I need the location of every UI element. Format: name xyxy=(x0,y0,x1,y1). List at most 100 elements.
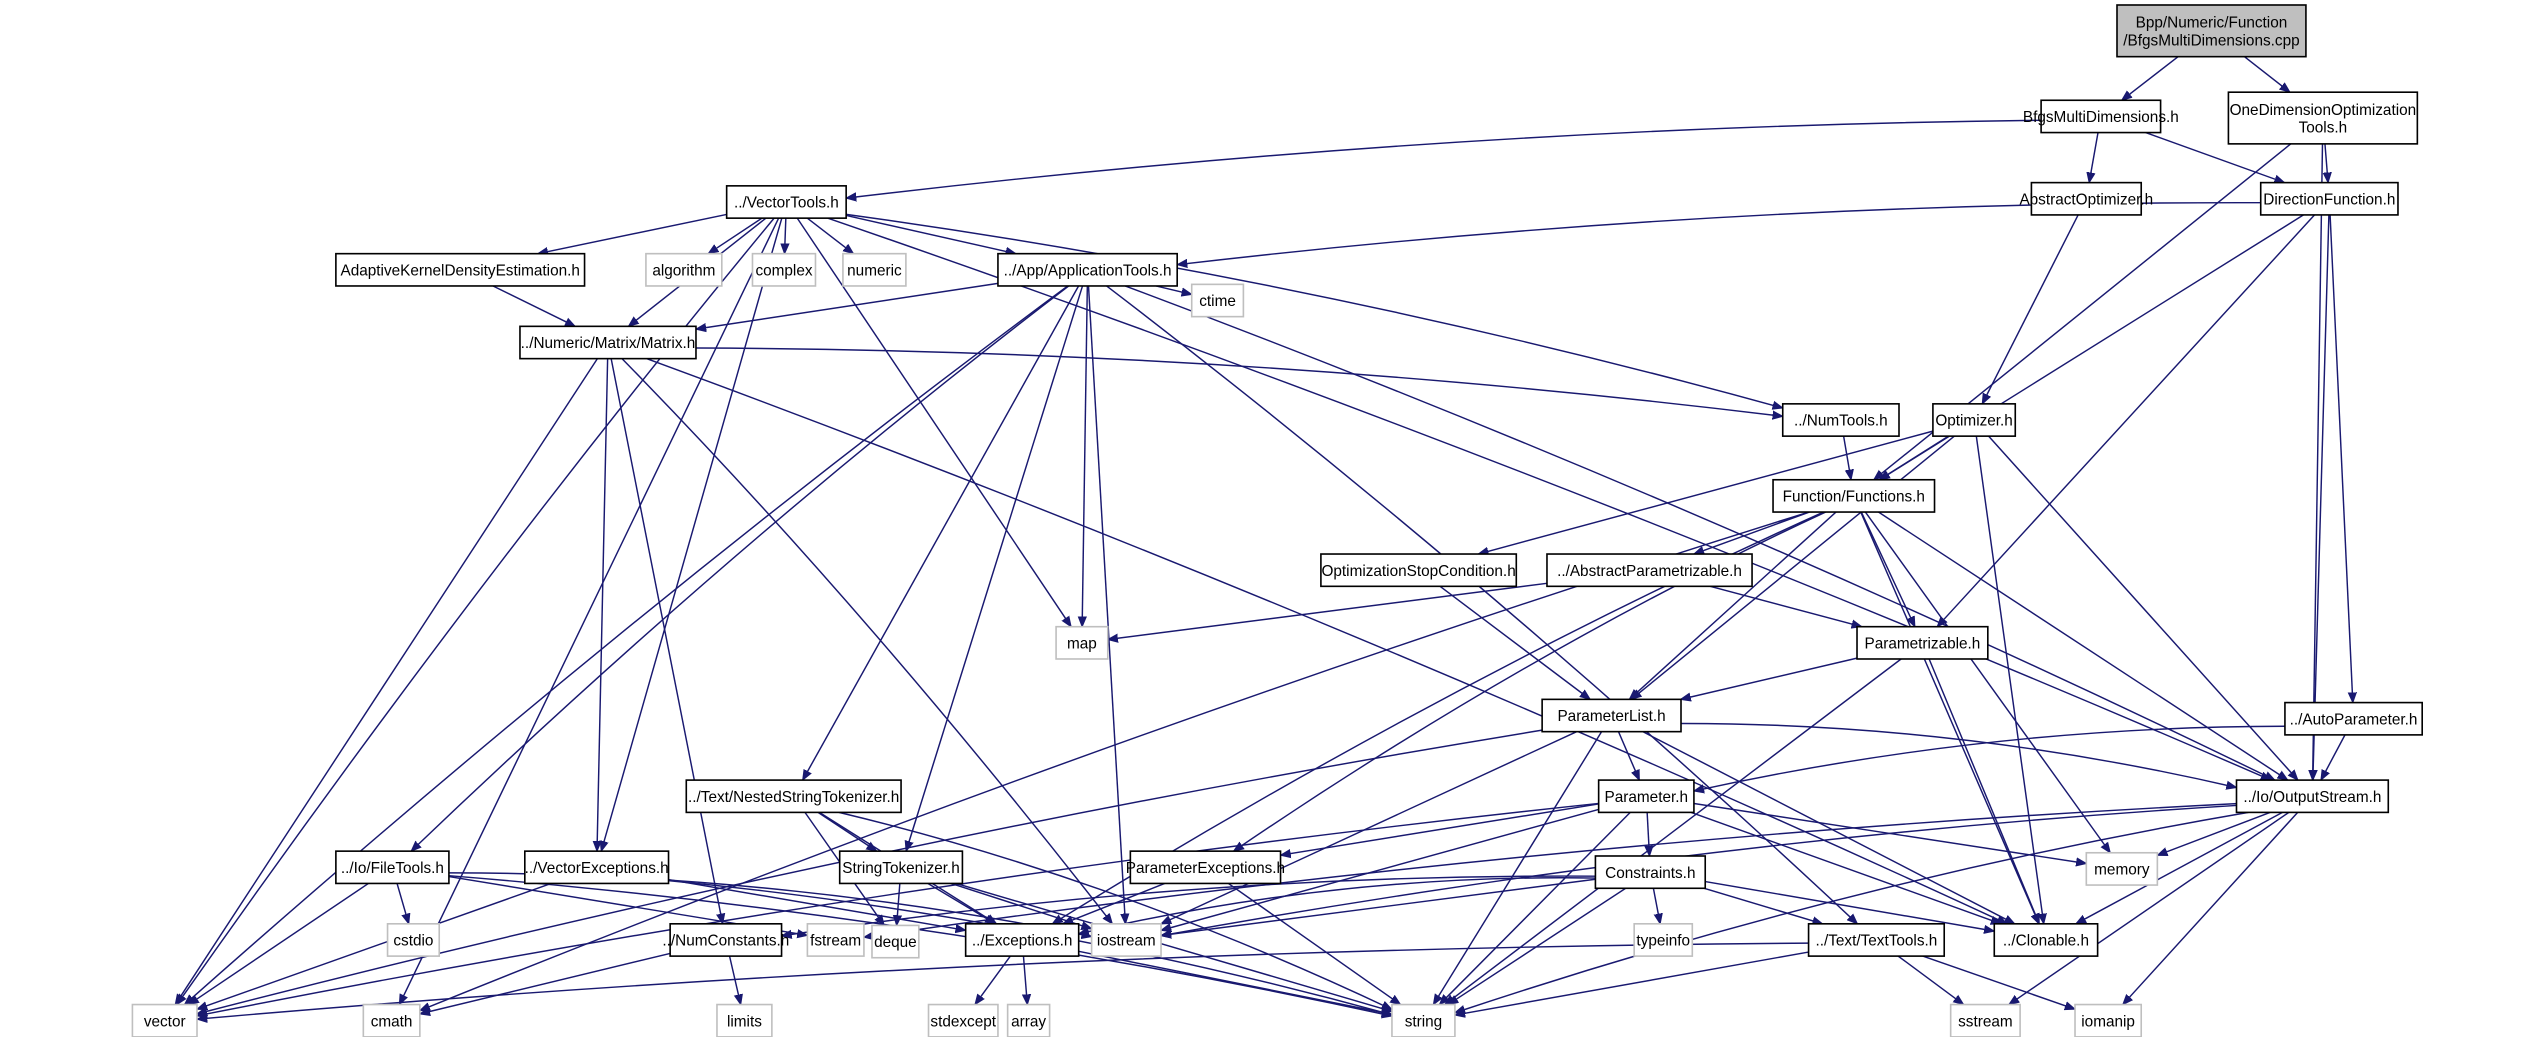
node-label: ParameterList.h xyxy=(1557,708,1665,725)
node-cmath[interactable]: cmath xyxy=(362,1003,421,1037)
node-label: /BfgsMultiDimensions.cpp xyxy=(2123,32,2299,49)
node-deque[interactable]: deque xyxy=(871,924,920,959)
node-label: limits xyxy=(727,1013,762,1030)
edge-optimizer-to-outstream xyxy=(1988,435,2298,780)
edge-paramlist-to-iostream xyxy=(1161,730,1577,925)
node-autoparam[interactable]: ../AutoParameter.h xyxy=(2284,701,2424,736)
node-constraints[interactable]: Constraints.h xyxy=(1594,855,1707,890)
edge-constraints-to-exceptions xyxy=(1079,877,1596,934)
node-optstop[interactable]: OptimizationStopCondition.h xyxy=(1320,553,1518,588)
node-paramexc[interactable]: ParameterExceptions.h xyxy=(1126,850,1285,885)
node-numconst[interactable]: ../NumConstants.h xyxy=(662,923,789,957)
edge-matrix-to-numconst xyxy=(610,358,723,924)
edge-functions-to-clonable xyxy=(1860,511,2040,924)
node-exceptions[interactable]: ../Exceptions.h xyxy=(964,923,1080,957)
node-optimizer[interactable]: Optimizer.h xyxy=(1932,403,2017,437)
edge-vectortools-to-algorithm xyxy=(708,217,763,254)
node-bfgs[interactable]: BfgsMultiDimensions.h xyxy=(2023,99,2179,134)
edge-parameter-to-vector xyxy=(197,802,1599,1015)
node-vecexc[interactable]: ../VectorExceptions.h xyxy=(524,850,670,885)
edge-parametrizable-to-string xyxy=(1445,658,1902,1005)
node-label: deque xyxy=(874,934,917,951)
edge-constraints-to-iostream xyxy=(1161,878,1596,935)
node-complex[interactable]: complex xyxy=(751,252,817,287)
node-akde[interactable]: AdaptiveKernelDensityEstimation.h xyxy=(335,252,586,287)
node-cstdio[interactable]: cstdio xyxy=(386,923,441,957)
edge-functions-to-absparam xyxy=(1694,511,1810,554)
node-dirfun[interactable]: DirectionFunction.h xyxy=(2259,181,2399,216)
node-label: iostream xyxy=(1097,933,1156,950)
node-iostream[interactable]: iostream xyxy=(1090,923,1162,957)
edge-paramlist-to-string xyxy=(1433,731,1603,1005)
edge-parametrizable-to-paramlist xyxy=(1681,657,1858,699)
node-numtools[interactable]: ../NumTools.h xyxy=(1781,403,1900,437)
node-algorithm[interactable]: algorithm xyxy=(645,252,723,287)
node-absparam[interactable]: ../AbstractParametrizable.h xyxy=(1546,553,1753,588)
edge-absparam-to-map xyxy=(1108,582,1548,639)
edge-root-to-onedim xyxy=(2244,56,2289,93)
edge-apptools-to-ctime xyxy=(1155,285,1192,294)
node-label: BfgsMultiDimensions.h xyxy=(2023,109,2179,126)
edge-vectortools-to-vecexc xyxy=(601,217,783,851)
edge-apptools-to-vector xyxy=(185,285,1069,1005)
node-box xyxy=(1781,403,1900,437)
node-fstream[interactable]: fstream xyxy=(806,923,865,957)
node-label: Constraints.h xyxy=(1605,865,1695,882)
node-stdexcept[interactable]: stdexcept xyxy=(927,1003,999,1037)
edge-vectortools-to-numeric xyxy=(806,217,853,254)
node-label: vector xyxy=(144,1013,186,1030)
node-array[interactable]: array xyxy=(1006,1003,1051,1037)
edge-optimizer-to-functions xyxy=(1879,435,1949,480)
edge-numconst-to-limits xyxy=(728,955,741,1004)
node-label: cmath xyxy=(371,1013,413,1030)
node-iomanip[interactable]: iomanip xyxy=(2074,1003,2143,1037)
node-apptools[interactable]: ../App/ApplicationTools.h xyxy=(997,252,1178,287)
node-label: algorithm xyxy=(652,262,715,279)
node-functions[interactable]: Function/Functions.h xyxy=(1772,478,1936,513)
node-box xyxy=(725,185,847,219)
node-label: ctime xyxy=(1199,293,1236,310)
node-root[interactable]: Bpp/Numeric/Function/BfgsMultiDimensions… xyxy=(2116,4,2307,58)
node-absopt[interactable]: AbstractOptimizer.h xyxy=(2019,181,2153,216)
node-parameter[interactable]: Parameter.h xyxy=(1597,779,1695,814)
nodes-layer: Bpp/Numeric/Function/BfgsMultiDimensions… xyxy=(131,4,2424,1037)
node-box xyxy=(1856,625,1989,660)
node-label: ../Text/NestedStringTokenizer.h xyxy=(688,789,899,806)
node-label: ../Io/FileTools.h xyxy=(341,860,444,877)
node-clonable[interactable]: ../Clonable.h xyxy=(1993,923,2099,957)
node-ctime[interactable]: ctime xyxy=(1190,283,1245,318)
node-parametrizable[interactable]: Parametrizable.h xyxy=(1856,625,1989,660)
node-strtok[interactable]: StringTokenizer.h xyxy=(838,850,964,885)
node-label: Function/Functions.h xyxy=(1783,489,1925,506)
node-texttools[interactable]: ../Text/TextTools.h xyxy=(1807,923,1946,957)
edge-bfgs-to-absopt xyxy=(2089,132,2099,183)
node-label: Parameter.h xyxy=(1605,789,1689,806)
edge-paramexc-to-exceptions xyxy=(1063,882,1165,925)
edge-root-to-bfgs xyxy=(2122,56,2179,101)
node-filetools[interactable]: ../Io/FileTools.h xyxy=(335,850,450,885)
node-typeinfo[interactable]: typeinfo xyxy=(1633,923,1694,957)
node-label: AbstractOptimizer.h xyxy=(2019,191,2153,208)
node-vector[interactable]: vector xyxy=(131,1003,198,1037)
node-box xyxy=(751,252,817,287)
node-paramlist[interactable]: ParameterList.h xyxy=(1541,698,1682,733)
edge-parametrizable-to-clonable xyxy=(1928,658,2040,924)
edge-absopt-to-optimizer xyxy=(1981,214,2079,404)
edge-dirfun-to-parametrizable xyxy=(1937,214,2316,627)
node-box xyxy=(2284,701,2424,736)
edge-parameter-to-iostream xyxy=(1161,808,1599,930)
node-box xyxy=(2259,181,2399,216)
node-sstream[interactable]: sstream xyxy=(1949,1003,2021,1037)
node-outstream[interactable]: ../Io/OutputStream.h xyxy=(2235,779,2390,814)
node-memory[interactable]: memory xyxy=(2085,851,2159,886)
edge-outstream-to-memory xyxy=(2157,811,2271,855)
node-nested[interactable]: ../Text/NestedStringTokenizer.h xyxy=(685,779,902,814)
node-box xyxy=(1541,698,1682,733)
node-vectortools[interactable]: ../VectorTools.h xyxy=(725,185,847,219)
node-numeric[interactable]: numeric xyxy=(842,252,907,287)
node-matrix[interactable]: ../Numeric/Matrix/Matrix.h xyxy=(519,325,697,360)
node-limits[interactable]: limits xyxy=(716,1003,773,1037)
node-map[interactable]: map xyxy=(1055,625,1109,660)
node-string[interactable]: string xyxy=(1391,1003,1456,1037)
